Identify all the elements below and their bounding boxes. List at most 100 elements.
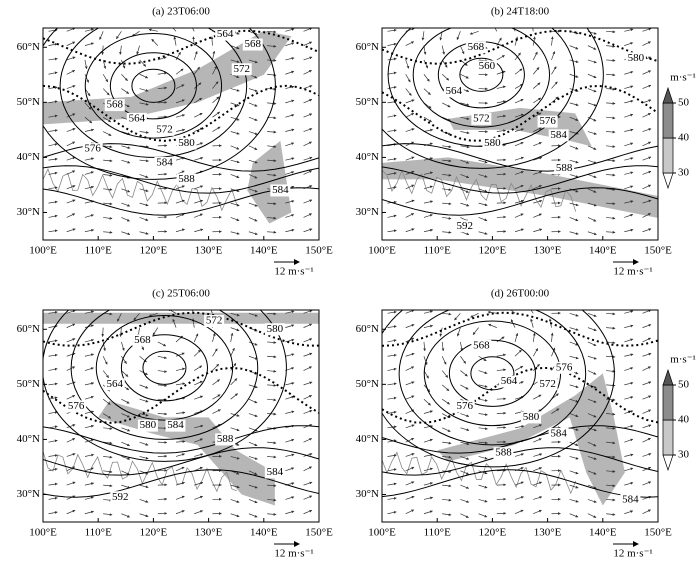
wind-vector — [116, 31, 121, 38]
wind-vector — [497, 130, 506, 131]
wind-vector — [624, 511, 633, 514]
contour-label: 584 — [550, 129, 567, 141]
wind-vector — [67, 157, 76, 160]
wind-vector — [304, 86, 313, 89]
wind-vector — [85, 187, 94, 189]
wind-vector — [85, 497, 94, 499]
wind-vector — [606, 328, 615, 329]
wind-vector — [515, 510, 523, 514]
reference-vector-label: 12 m·s⁻¹ — [274, 548, 313, 560]
contour-label: 580 — [267, 323, 284, 335]
colorbar-tick-label: 40 — [678, 132, 690, 144]
wind-vector — [267, 414, 276, 415]
wind-vector — [388, 30, 397, 31]
wind-vector — [67, 129, 75, 132]
wind-vector — [121, 146, 130, 148]
wind-vector — [212, 51, 214, 60]
wind-vector — [442, 399, 449, 404]
wind-vector — [174, 37, 176, 46]
wind-vector — [140, 514, 149, 517]
contour-label: 584 — [272, 184, 289, 196]
wind-vector — [624, 215, 633, 218]
wind-vector — [249, 132, 258, 135]
wind-vector — [85, 354, 94, 356]
wind-vector — [85, 43, 94, 46]
reference-vector-label: 12 m·s⁻¹ — [274, 266, 313, 278]
wind-vector — [442, 442, 451, 443]
wind-vector — [267, 371, 276, 372]
wind-vector — [231, 160, 240, 162]
wind-vector — [643, 338, 651, 342]
contour-label: 564 — [446, 85, 463, 97]
wind-vector — [624, 468, 633, 471]
contour-label: 580 — [140, 419, 157, 431]
wind-vector — [85, 60, 87, 69]
contour-label: 576 — [84, 143, 101, 155]
wind-vector — [406, 74, 410, 82]
x-tick-label: 100°E — [368, 527, 396, 539]
wind-vector — [454, 313, 460, 320]
wind-vector — [140, 203, 149, 206]
wind-vector — [643, 100, 651, 103]
wind-vector — [643, 367, 651, 371]
wind-vector — [267, 514, 276, 515]
wind-vector — [588, 60, 597, 63]
wind-vector — [249, 117, 257, 120]
wind-vector — [67, 200, 75, 203]
wind-vector — [406, 425, 415, 428]
wind-vector — [643, 113, 651, 117]
wind-vector — [388, 44, 397, 46]
wind-vector — [606, 74, 615, 75]
y-tick-label: 30°N — [356, 488, 379, 500]
wind-vector — [424, 74, 429, 81]
wind-vector — [424, 342, 425, 351]
y-tick-label: 50°N — [17, 96, 40, 108]
wind-vector — [406, 382, 414, 385]
wind-vector — [406, 89, 412, 96]
wind-vector — [49, 59, 58, 60]
contour-label: 568 — [134, 334, 151, 346]
wind-vector — [388, 230, 397, 231]
wind-vector — [406, 496, 414, 499]
wind-vector — [85, 172, 94, 175]
wind-vector — [624, 426, 633, 428]
wind-vector — [643, 42, 651, 46]
wind-vector — [588, 217, 596, 221]
x-tick-label: 120°E — [479, 245, 507, 257]
wind-vector — [121, 89, 128, 94]
wind-vector — [606, 313, 615, 314]
wind-vector — [442, 342, 443, 351]
wind-vector — [424, 201, 433, 203]
wind-vector — [515, 99, 523, 103]
wind-vector — [606, 103, 615, 104]
colorbar-tick-label: 30 — [678, 167, 690, 179]
x-tick-label: 110°E — [85, 527, 112, 539]
wind-vector — [515, 142, 523, 145]
contour-label: 584 — [550, 427, 567, 439]
wind-vector — [194, 113, 202, 117]
wind-vector — [85, 455, 94, 457]
wind-vector — [49, 72, 58, 74]
wind-vector — [533, 67, 539, 74]
wind-vector — [67, 214, 75, 218]
wind-vector — [67, 229, 76, 232]
wind-vector — [231, 117, 240, 120]
wind-vector — [588, 46, 596, 50]
wind-vector — [49, 412, 58, 413]
wind-vector — [285, 129, 294, 131]
wind-vector — [304, 70, 312, 74]
wind-vector — [140, 160, 149, 161]
wind-vector — [67, 142, 75, 146]
wind-vector — [570, 499, 579, 501]
wind-vector — [388, 412, 397, 414]
wind-vector — [479, 232, 488, 234]
wind-vector — [588, 356, 597, 359]
wind-vector — [624, 454, 633, 456]
wind-vector — [588, 174, 596, 177]
wind-vector — [497, 86, 506, 88]
wind-vector — [606, 46, 615, 47]
wind-vector — [588, 371, 596, 375]
wind-vector — [49, 369, 58, 371]
contour-label: 588 — [178, 173, 195, 185]
contour-label: 568 — [245, 38, 262, 50]
